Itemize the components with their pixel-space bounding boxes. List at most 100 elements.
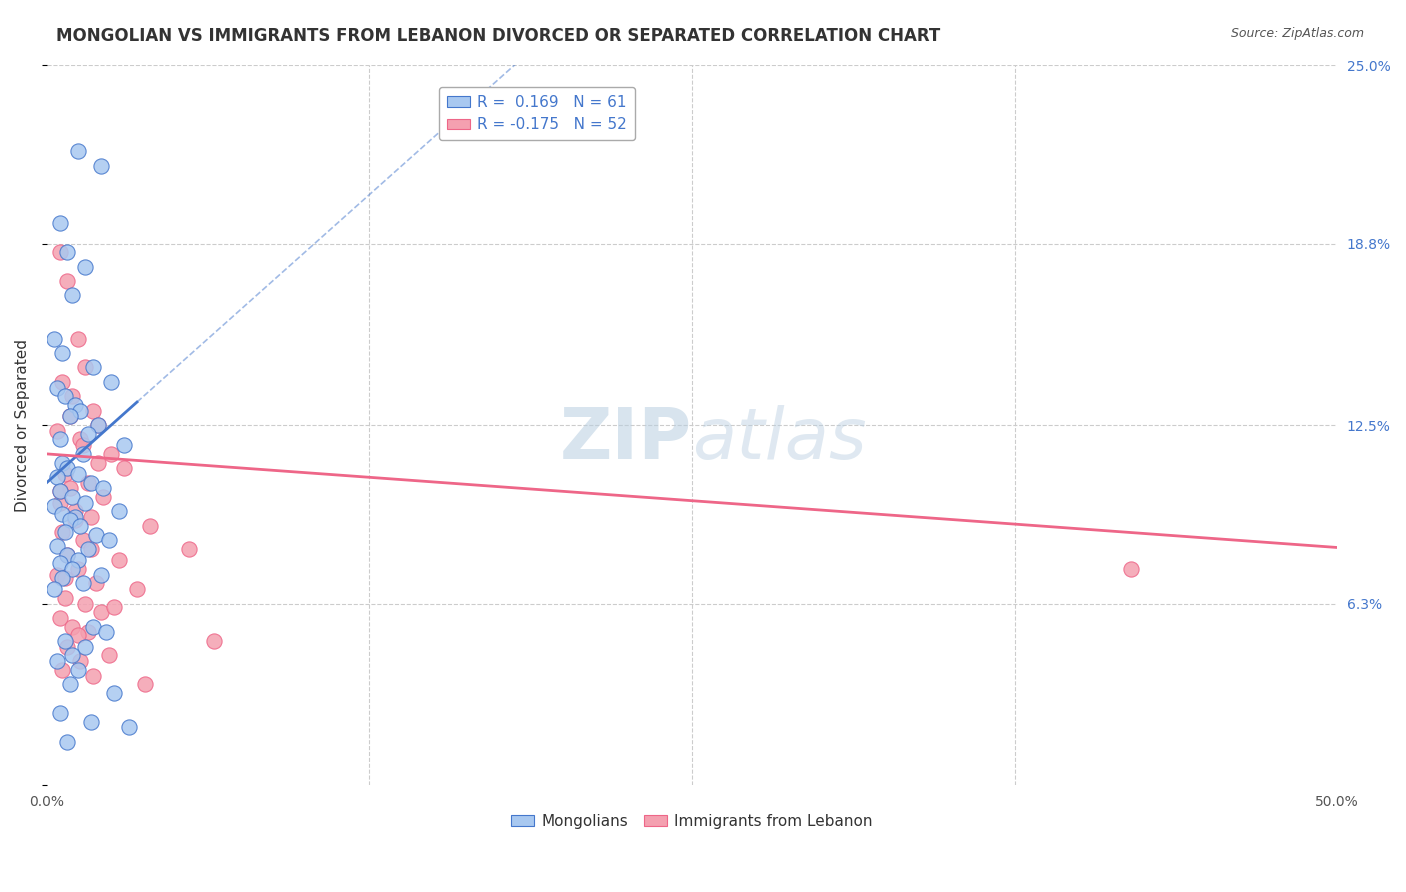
Point [44, 332, 66, 346]
Point [51, 346, 73, 360]
Point [75, 640, 97, 654]
Point [84, 527, 107, 541]
Point [97, 648, 120, 663]
Point [82, 360, 104, 375]
Point [48, 245, 70, 260]
Point [46, 654, 69, 668]
Point [51, 524, 73, 539]
Point [66, 145, 89, 159]
Point [46, 470, 69, 484]
Point [63, 510, 86, 524]
Point [48, 433, 70, 447]
Point [82, 668, 104, 682]
Point [48, 496, 70, 510]
Point [51, 571, 73, 585]
Legend: Mongolians, Immigrants from Lebanon: Mongolians, Immigrants from Lebanon [505, 808, 879, 835]
Point [94, 625, 117, 640]
Point [48, 557, 70, 571]
Point [77, 541, 100, 556]
Point [51, 456, 73, 470]
Point [100, 447, 122, 461]
Point [56, 640, 79, 654]
Y-axis label: Divorced or Separated: Divorced or Separated [15, 339, 30, 512]
Point [53, 591, 76, 605]
Point [56, 548, 79, 562]
Point [79, 510, 101, 524]
Point [77, 475, 100, 490]
Point [51, 663, 73, 677]
Point [66, 467, 89, 481]
Point [90, 159, 112, 173]
Point [82, 620, 104, 634]
Point [48, 484, 70, 499]
Point [97, 533, 120, 548]
Point [59, 409, 82, 424]
Point [56, 735, 79, 749]
Point [48, 484, 70, 499]
Point [75, 597, 97, 611]
Point [59, 409, 82, 424]
Point [62, 490, 84, 504]
Point [177, 541, 200, 556]
Point [63, 513, 86, 527]
Point [66, 553, 89, 567]
Point [62, 562, 84, 576]
Point [77, 625, 100, 640]
Point [93, 482, 115, 496]
Point [59, 677, 82, 691]
Point [56, 245, 79, 260]
Point [62, 389, 84, 403]
Point [72, 533, 94, 548]
Point [69, 654, 91, 668]
Point [62, 620, 84, 634]
Point [56, 461, 79, 475]
Point [59, 482, 82, 496]
Point [53, 467, 76, 481]
Point [56, 274, 79, 288]
Point [72, 447, 94, 461]
Point [103, 686, 125, 700]
Point [134, 677, 156, 691]
Point [100, 375, 122, 389]
Point [93, 490, 115, 504]
Point [44, 499, 66, 513]
Point [46, 539, 69, 553]
Point [87, 418, 110, 433]
Point [69, 519, 91, 533]
Point [82, 403, 104, 417]
Point [112, 438, 135, 452]
Point [66, 332, 89, 346]
Point [63, 504, 86, 518]
Point [53, 634, 76, 648]
Point [48, 217, 70, 231]
Point [75, 260, 97, 274]
Point [90, 567, 112, 582]
Point [53, 524, 76, 539]
Point [84, 576, 107, 591]
Point [77, 426, 100, 441]
Point [69, 433, 91, 447]
Point [79, 475, 101, 490]
Point [48, 611, 70, 625]
Point [46, 381, 69, 395]
Point [87, 418, 110, 433]
Point [118, 721, 141, 735]
Point [63, 398, 86, 412]
Point [51, 508, 73, 522]
Point [53, 389, 76, 403]
Point [79, 714, 101, 729]
Text: Source: ZipAtlas.com: Source: ZipAtlas.com [1230, 27, 1364, 40]
Point [59, 513, 82, 527]
Point [103, 599, 125, 614]
Point [1119, 562, 1142, 576]
Point [79, 541, 101, 556]
Point [112, 461, 135, 475]
Point [69, 403, 91, 417]
Point [139, 519, 162, 533]
Point [66, 628, 89, 642]
Point [53, 571, 76, 585]
Text: atlas: atlas [692, 405, 866, 474]
Point [125, 582, 148, 597]
Point [46, 567, 69, 582]
Point [75, 360, 97, 375]
